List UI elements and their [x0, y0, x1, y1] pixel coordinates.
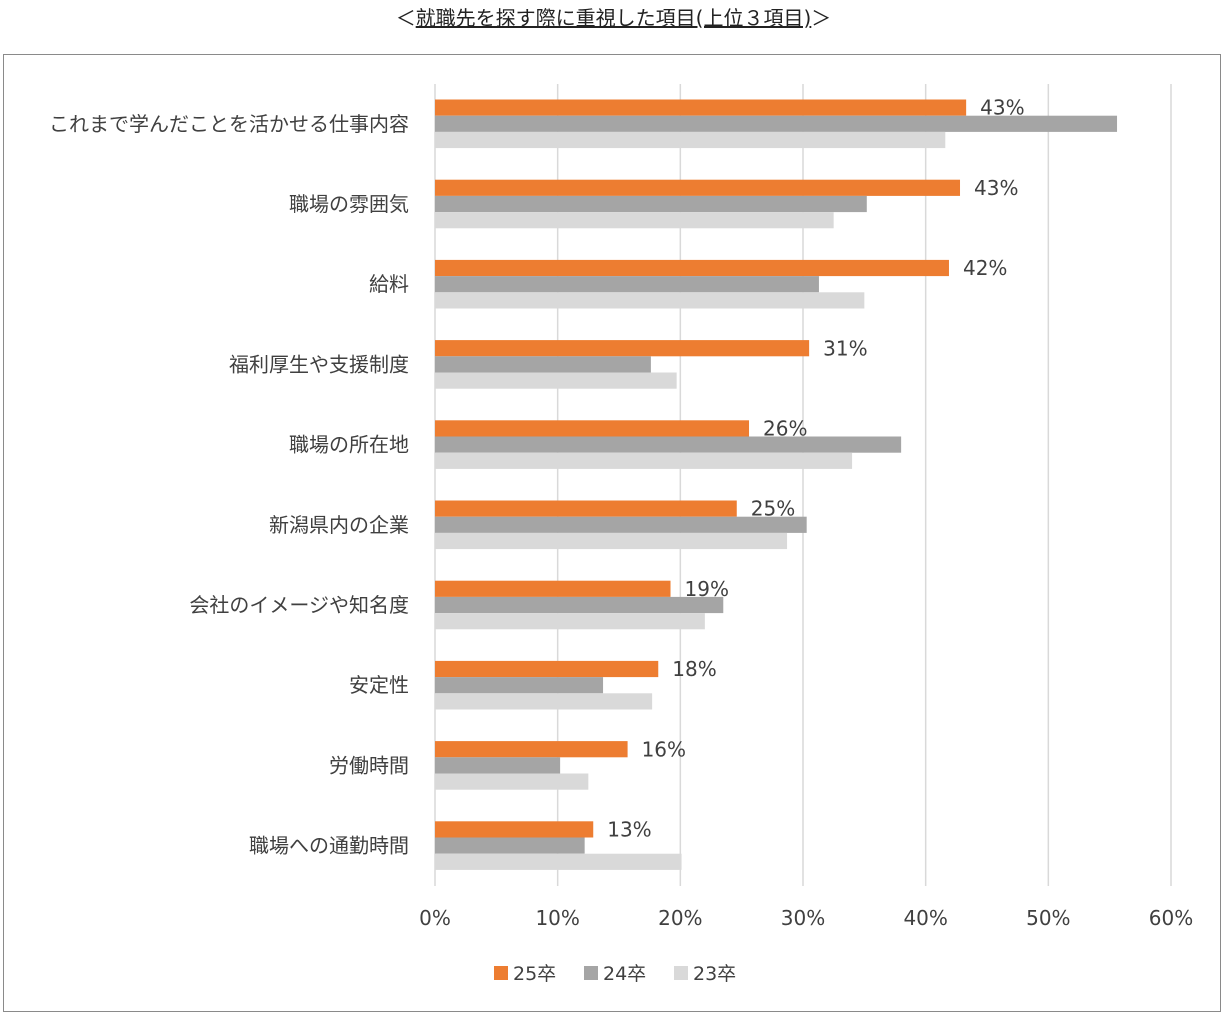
bar-24卒 [435, 757, 561, 774]
chart-title: ＜就職先を探す際に重視した項目(上位３項目)＞ [0, 2, 1227, 31]
category-label: 職場の雰囲気 [289, 192, 409, 216]
bar-25卒 [435, 340, 810, 357]
bar-23卒 [435, 452, 853, 469]
category-label: 職場の所在地 [289, 433, 409, 457]
x-tick-label: 20% [658, 906, 702, 930]
x-tick-label: 30% [781, 906, 825, 930]
data-label: 31% [823, 336, 867, 360]
legend-label: 23卒 [693, 963, 736, 985]
x-tick-label: 10% [535, 906, 579, 930]
bar-24卒 [435, 276, 819, 293]
data-label: 16% [642, 737, 686, 761]
bar-25卒 [435, 580, 671, 597]
bar-23卒 [435, 613, 705, 630]
bar-25卒 [435, 741, 628, 758]
bar-25卒 [435, 420, 750, 437]
bar-23卒 [435, 773, 589, 790]
legend-swatch-25卒 [494, 966, 508, 980]
bar-25卒 [435, 179, 961, 196]
bar-24卒 [435, 837, 585, 854]
bar-23卒 [435, 693, 653, 710]
bar-23卒 [435, 853, 682, 870]
bar-25卒 [435, 821, 594, 838]
bar-23卒 [435, 372, 677, 389]
bar-23卒 [435, 532, 788, 550]
category-label: 会社のイメージや知名度 [189, 593, 409, 617]
chart-frame [3, 54, 1221, 1012]
bar-25卒 [435, 660, 659, 678]
bar-24卒 [435, 115, 1118, 132]
legend-label: 24卒 [603, 963, 646, 985]
bar-23卒 [435, 212, 834, 229]
x-tick-label: 0% [419, 906, 451, 930]
category-label: 職場への通勤時間 [249, 834, 409, 858]
bar-25卒 [435, 259, 949, 277]
title-prefix: ＜ [395, 6, 416, 30]
x-tick-label: 50% [1026, 906, 1070, 930]
bar-25卒 [435, 99, 967, 116]
category-label: 福利厚生や支援制度 [229, 352, 409, 376]
x-tick-label: 60% [1149, 906, 1193, 930]
bar-24卒 [435, 516, 807, 533]
data-label: 18% [672, 657, 716, 681]
title-suffix: ＞ [811, 6, 832, 30]
data-label: 13% [607, 818, 651, 842]
legend-swatch-24卒 [584, 966, 598, 980]
bar-25卒 [435, 500, 737, 517]
legend-swatch-23卒 [674, 966, 688, 980]
category-label: 安定性 [349, 673, 409, 697]
bar-24卒 [435, 195, 867, 213]
category-label: これまで学んだことを活かせる仕事内容 [49, 112, 409, 136]
category-label: 新潟県内の企業 [269, 513, 409, 537]
title-text: 就職先を探す際に重視した項目(上位３項目) [415, 6, 812, 30]
bar-23卒 [435, 131, 946, 149]
bar-24卒 [435, 436, 902, 453]
bar-24卒 [435, 596, 724, 614]
category-label: 労働時間 [329, 753, 409, 777]
data-label: 42% [963, 256, 1007, 280]
legend-label: 25卒 [513, 963, 556, 985]
x-tick-label: 40% [903, 906, 947, 930]
category-label: 給料 [369, 272, 409, 296]
bar-24卒 [435, 677, 604, 694]
bar-24卒 [435, 356, 651, 373]
bar-23卒 [435, 292, 865, 309]
data-label: 43% [974, 176, 1018, 200]
